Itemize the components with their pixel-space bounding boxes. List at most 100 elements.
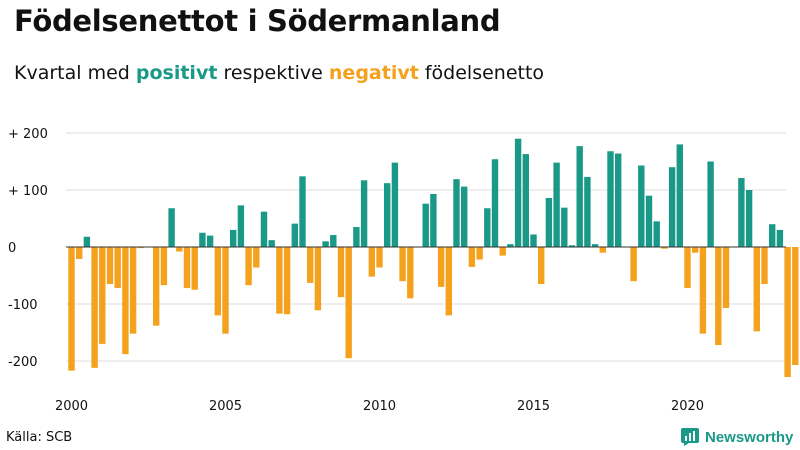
bar-positive	[230, 229, 237, 247]
bar-negative	[76, 247, 83, 259]
y-tick-label: + 200	[8, 127, 48, 142]
bar-positive	[522, 154, 529, 247]
bar-negative	[761, 247, 768, 285]
bar-negative	[722, 247, 730, 308]
bar-positive	[260, 211, 268, 247]
bar-positive	[707, 161, 714, 247]
bar-negative	[792, 247, 799, 365]
bar-positive	[461, 186, 468, 247]
bar-negative	[368, 247, 375, 277]
brand-name: Newsworthy	[705, 428, 794, 446]
bar-negative	[114, 247, 121, 289]
x-tick-label: 2015	[517, 399, 550, 414]
bar-positive	[360, 180, 368, 247]
bar-positive	[645, 195, 653, 247]
bar-positive	[769, 224, 776, 247]
bar-positive	[299, 176, 306, 247]
bar-positive	[322, 241, 329, 247]
bar-negative	[137, 247, 144, 249]
bar-negative	[253, 247, 260, 268]
bar-negative	[68, 247, 75, 371]
bar-negative	[222, 247, 229, 334]
bar-positive	[638, 165, 645, 247]
newsworthy-logo-icon	[681, 428, 699, 446]
bar-negative	[661, 247, 668, 249]
bar-negative	[699, 247, 707, 334]
subtitle-positive: positivt	[135, 62, 218, 84]
bar-positive	[353, 227, 360, 247]
y-tick-label: 0	[8, 241, 16, 256]
bar-positive	[199, 232, 206, 247]
x-tick-label: 2010	[363, 399, 396, 414]
bar-positive	[615, 153, 622, 247]
bar-positive	[484, 208, 491, 247]
bar-negative	[784, 247, 791, 377]
bar-negative	[337, 247, 345, 298]
bar-negative	[214, 247, 221, 316]
bar-positive	[745, 190, 753, 247]
bar-positive	[561, 207, 568, 247]
bar-negative	[499, 247, 506, 256]
bar-negative	[307, 247, 314, 283]
bar-positive	[422, 203, 429, 247]
bar-positive	[237, 205, 245, 247]
bar-positive	[738, 178, 745, 247]
bar-positive	[384, 183, 391, 247]
y-tick-label: -100	[8, 298, 38, 313]
bar-positive	[453, 179, 460, 247]
source-note: Källa: SCB	[6, 430, 73, 445]
grid-layer	[66, 132, 786, 362]
bar-positive	[330, 235, 337, 247]
bar-negative	[106, 247, 114, 285]
bar-positive	[268, 240, 275, 247]
y-tick-label: -200	[8, 355, 38, 370]
bar-positive	[530, 234, 537, 247]
bar-positive	[514, 138, 522, 247]
bar-negative	[91, 247, 98, 368]
bar-negative	[191, 247, 198, 290]
bar-positive	[584, 176, 591, 247]
bar-negative	[376, 247, 383, 268]
bar-negative	[715, 247, 722, 346]
x-tick-label: 2005	[209, 399, 242, 414]
subtitle-suffix: födelsenetto	[418, 62, 545, 84]
bar-negative	[437, 247, 445, 287]
bar-layer	[68, 138, 799, 377]
bar-negative	[245, 247, 252, 286]
bar-positive	[553, 162, 560, 247]
x-tick-label: 2000	[55, 399, 88, 414]
bar-negative	[129, 247, 137, 334]
bar-positive	[607, 151, 614, 247]
bar-negative	[753, 247, 760, 332]
bar-negative	[314, 247, 322, 311]
bar-positive	[430, 193, 437, 247]
bar-negative	[399, 247, 406, 282]
bar-negative	[283, 247, 291, 315]
bar-positive	[291, 223, 298, 247]
bar-negative	[176, 247, 183, 252]
bar-positive	[676, 144, 683, 247]
subtitle-prefix: Kvartal med	[14, 62, 136, 84]
bar-positive	[776, 229, 784, 247]
bar-negative	[122, 247, 129, 355]
brand-logo: Newsworthy	[680, 427, 793, 447]
bar-negative	[407, 247, 414, 299]
bar-negative	[183, 247, 191, 289]
bar-positive	[668, 167, 676, 247]
chart-subtitle: Kvartal med positivt respektive negativt…	[14, 62, 544, 84]
bar-positive	[491, 159, 499, 247]
subtitle-negative: negativt	[328, 62, 419, 84]
bar-positive	[576, 146, 583, 247]
bar-negative	[160, 247, 168, 286]
axis-label-layer: + 200 + 100 0 -100 -200 2000 2005 2010 2015 2020	[8, 127, 704, 414]
bar-positive	[545, 197, 553, 247]
bar-negative	[153, 247, 160, 326]
subtitle-middle: respektive	[217, 62, 329, 84]
bar-negative	[476, 247, 483, 260]
bar-negative	[692, 247, 699, 253]
bar-negative	[538, 247, 545, 285]
bar-positive	[168, 208, 175, 247]
bar-negative	[276, 247, 283, 314]
bar-positive	[83, 236, 91, 247]
